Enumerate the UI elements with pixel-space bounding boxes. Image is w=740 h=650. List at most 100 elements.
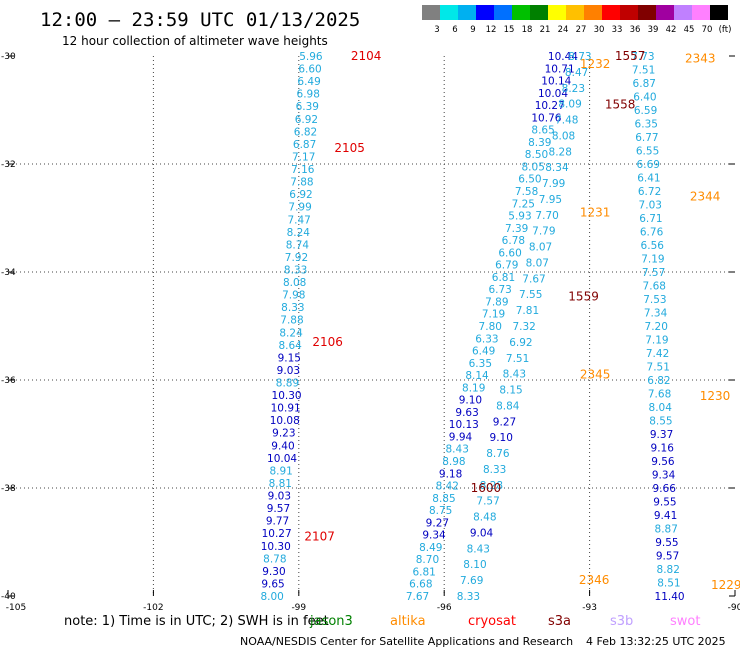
swh-value: 9.03: [268, 491, 291, 503]
swh-value: 6.72: [638, 186, 661, 198]
swh-value: 8.15: [499, 385, 522, 397]
swh-value: 8.10: [463, 559, 486, 571]
colorbar-label: (ft): [719, 25, 732, 35]
colorbar-label: 36: [630, 25, 641, 35]
colorbar-swatch: [566, 5, 584, 20]
chart-title: 12:00 — 23:59 UTC 01/13/2025: [40, 9, 360, 31]
colorbar-swatch: [638, 5, 656, 20]
swh-value: 10.14: [541, 76, 571, 88]
time-label: 2344: [690, 189, 721, 203]
colorbar-label: 3: [434, 25, 439, 35]
swh-value: 6.81: [412, 566, 435, 578]
swh-value: 7.92: [285, 252, 308, 264]
swh-value: 8.24: [279, 327, 303, 339]
colorbar-label: 15: [504, 25, 515, 35]
legend-item-swot: swot: [670, 614, 700, 629]
swh-value: 7.32: [512, 321, 535, 333]
swh-value: 5.96: [299, 51, 323, 63]
time-label: 2106: [312, 335, 343, 349]
swh-value: 6.35: [469, 358, 492, 370]
swh-value: 6.77: [635, 132, 658, 144]
time-label: 2346: [579, 573, 610, 587]
swh-value: 10.30: [272, 390, 302, 402]
swh-value: 7.17: [292, 151, 315, 163]
swh-value: 9.34: [652, 470, 676, 482]
swh-value: 7.25: [512, 198, 535, 210]
swh-value: 7.68: [648, 389, 671, 401]
swh-value: 9.03: [277, 365, 300, 377]
swh-value: 7.99: [288, 202, 311, 214]
swh-value: 8.28: [549, 146, 572, 158]
swh-value: 9.16: [651, 443, 675, 455]
credit-text: NOAA/NESDIS Center for Satellite Applica…: [240, 635, 573, 648]
swh-value: 6.82: [294, 126, 317, 138]
legend-item-s3b: s3b: [610, 614, 633, 629]
swh-value: 7.20: [645, 321, 668, 333]
swh-value: 8.43: [503, 369, 526, 381]
swh-value: 6.59: [634, 105, 657, 117]
colorbar-swatch: [710, 5, 728, 20]
swh-value: 8.00: [260, 591, 283, 603]
colorbar-swatch: [422, 5, 440, 20]
swh-value: 8.76: [486, 448, 510, 460]
colorbar: 3 6 9 12 15 18 21 24 27 30 33 36 39 42 45 70 (ft): [422, 5, 731, 35]
chart-subtitle: 12 hour collection of altimeter wave hei…: [62, 34, 328, 48]
colorbar-swatch: [620, 5, 638, 20]
x-tick-label: -105: [6, 603, 26, 613]
colorbar-swatch: [512, 5, 530, 20]
satellite-legend: jason3 altika cryosat s3a s3b swot: [309, 614, 700, 629]
swh-value: 8.23: [562, 83, 585, 95]
swh-value: 8.81: [269, 478, 292, 490]
swh-value: 7.19: [645, 335, 668, 347]
colorbar-swatch: [674, 5, 692, 20]
swh-value: 8.64: [278, 340, 302, 352]
swh-value: 10.08: [270, 415, 300, 427]
swh-value: 6.49: [297, 76, 320, 88]
swh-value: 9.10: [459, 395, 482, 407]
colorbar-label: 45: [684, 25, 695, 35]
swh-value: 6.60: [298, 64, 321, 76]
swh-value: 11.40: [655, 591, 685, 603]
swh-value: 9.56: [651, 456, 675, 468]
time-label: 2345: [580, 368, 611, 382]
colorbar-label: 18: [522, 25, 533, 35]
swh-value: 7.98: [282, 290, 305, 302]
time-label: 1229: [711, 578, 740, 592]
x-tick-label: -96: [437, 603, 452, 613]
swh-value: 8.33: [281, 302, 304, 314]
time-label: 1558: [605, 98, 636, 112]
swh-value: 8.89: [276, 378, 299, 390]
swh-value: 6.41: [637, 173, 660, 185]
time-label: 2104: [351, 49, 382, 63]
swh-value: 9.63: [455, 407, 478, 419]
swh-value: 8.28: [480, 480, 503, 492]
swh-value: 9.30: [262, 566, 285, 578]
swh-value: 6.79: [495, 260, 518, 272]
swh-value: 9.94: [449, 431, 473, 443]
colorbar-swatch: [692, 5, 710, 20]
swh-value: 6.98: [297, 89, 320, 101]
time-label: 2105: [334, 141, 365, 155]
swh-value: 7.80: [479, 321, 502, 333]
swh-value: 7.73: [631, 51, 654, 63]
time-label: 2343: [685, 52, 716, 66]
swh-value: 8.75: [429, 505, 452, 517]
legend-item-cryosat: cryosat: [468, 614, 516, 629]
colorbar-label: 39: [648, 25, 659, 35]
swh-value: 8.07: [526, 257, 549, 269]
swh-value: 6.33: [475, 333, 498, 345]
y-tick-label: -40: [1, 592, 16, 602]
swh-value: 8.50: [525, 149, 548, 161]
swh-value: 9.77: [266, 516, 289, 528]
swh-value: 8.85: [432, 493, 455, 505]
swh-value: 8.84: [496, 400, 520, 412]
swh-value: 9.57: [267, 503, 290, 515]
swh-value: 7.53: [643, 294, 666, 306]
swh-value: 7.67: [406, 591, 429, 603]
swh-value: 6.92: [509, 337, 532, 349]
swh-value: 9.23: [272, 428, 295, 440]
x-tick-label: -93: [582, 603, 597, 613]
swh-value: 7.57: [642, 267, 665, 279]
time-labels: 2104 2105 2106 2107 1600 1557 1558 1559 2343 2344…: [304, 49, 740, 592]
